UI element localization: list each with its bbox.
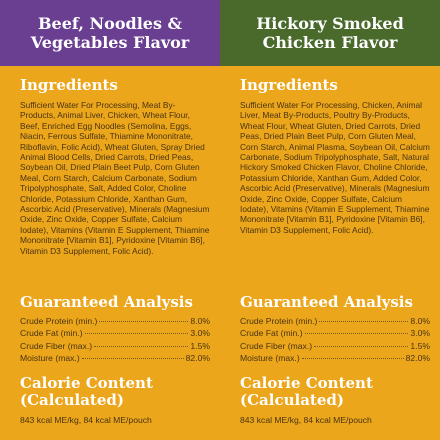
left-flavor-panel: Beef, Noodles & Vegetables Flavor Ingred… <box>0 0 220 425</box>
left-calorie-content-text: 843 kcal ME/kg, 84 kcal ME/pouch <box>20 414 152 425</box>
left-ga-row: Crude Protein (min.) 8.0% <box>20 315 210 327</box>
ga-value: 8.0% <box>190 316 210 326</box>
ga-label: Crude Fat (min.) <box>240 328 303 339</box>
right-guaranteed-analysis-title: Guaranteed Analysis <box>240 293 413 311</box>
ga-label: Crude Protein (min.) <box>20 316 98 326</box>
ga-value: 3.0% <box>410 328 430 339</box>
right-ingredients-text: Sufficient Water For Processing, Chicken… <box>240 100 430 235</box>
left-guaranteed-analysis-table: Crude Protein (min.) 8.0% Crude Fat (min.… <box>20 315 210 365</box>
ga-label: Moisture (max.) <box>240 353 300 364</box>
ga-value: 3.0% <box>190 328 210 339</box>
ga-label: Crude Fiber (max.) <box>20 340 93 351</box>
ga-value: 8.0% <box>410 316 430 326</box>
ga-value: 1.5% <box>410 340 430 351</box>
dot-leader <box>94 345 189 347</box>
left-ga-row: Moisture (max.) 82.0% <box>20 352 210 364</box>
left-ingredients-text: Sufficient Water For Processing, Meat By… <box>20 100 210 256</box>
right-ga-row: Moisture (max.) 82.0% <box>240 352 430 364</box>
left-flavor-title: Beef, Noodles & Vegetables Flavor <box>30 14 190 52</box>
dot-leader <box>304 333 409 335</box>
right-flavor-title: Hickory Smoked Chicken Flavor <box>256 14 404 52</box>
right-calorie-content-title: Calorie Content (Calculated) <box>240 373 373 409</box>
right-ga-row: Crude Fiber (max.) 1.5% <box>240 340 430 352</box>
ga-value: 82.0% <box>185 353 210 364</box>
left-ga-row: Crude Fat (min.) 3.0% <box>20 327 210 339</box>
right-ingredients-title: Ingredients <box>240 76 338 94</box>
right-calorie-content-text: 843 kcal ME/kg, 84 kcal ME/pouch <box>240 414 372 425</box>
dot-leader <box>319 321 409 322</box>
dot-leader <box>301 358 404 360</box>
left-calorie-content-title: Calorie Content (Calculated) <box>20 373 153 409</box>
left-ingredients-title: Ingredients <box>20 76 118 94</box>
right-ga-row: Crude Protein (min.) 8.0% <box>240 315 430 327</box>
left-flavor-header: Beef, Noodles & Vegetables Flavor <box>0 0 220 66</box>
right-ga-row: Crude Fat (min.) 3.0% <box>240 327 430 339</box>
dot-leader <box>99 321 189 322</box>
left-ga-row: Crude Fiber (max.) 1.5% <box>20 340 210 352</box>
ga-label: Crude Protein (min.) <box>240 316 318 326</box>
ga-value: 82.0% <box>405 353 430 364</box>
right-guaranteed-analysis-table: Crude Protein (min.) 8.0% Crude Fat (min.… <box>240 315 430 365</box>
ga-label: Crude Fat (min.) <box>20 328 83 339</box>
ga-label: Crude Fiber (max.) <box>240 340 313 351</box>
ga-label: Moisture (max.) <box>20 353 80 364</box>
dot-leader <box>314 345 409 347</box>
right-flavor-header: Hickory Smoked Chicken Flavor <box>220 0 440 66</box>
dot-leader <box>81 358 184 360</box>
right-flavor-panel: Hickory Smoked Chicken Flavor Ingredient… <box>220 0 440 440</box>
ga-value: 1.5% <box>190 340 210 351</box>
left-guaranteed-analysis-title: Guaranteed Analysis <box>20 293 193 311</box>
dot-leader <box>84 333 189 335</box>
